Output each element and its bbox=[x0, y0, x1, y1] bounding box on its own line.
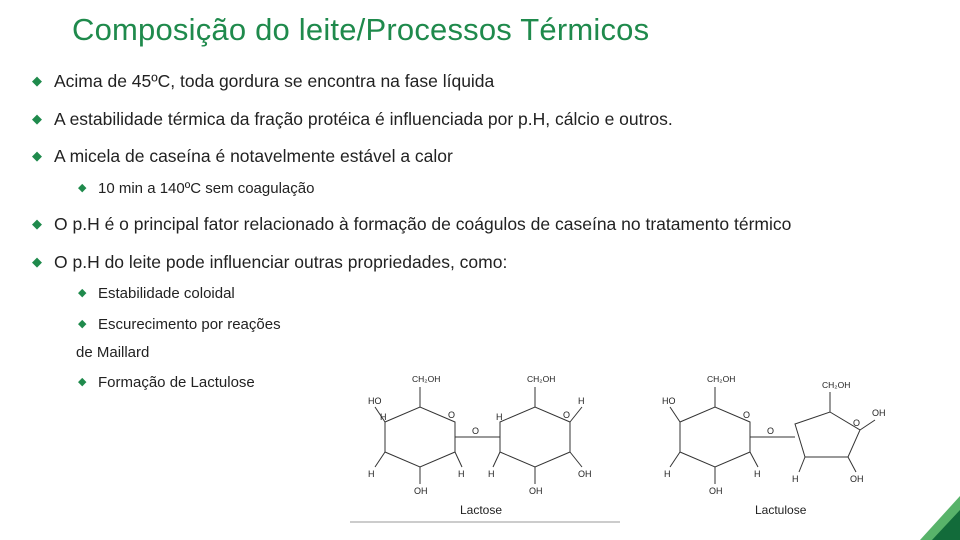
svg-text:O: O bbox=[472, 426, 479, 436]
svg-text:CH₂OH: CH₂OH bbox=[822, 380, 850, 390]
svg-text:H: H bbox=[754, 469, 761, 479]
bullet-text: A micela de caseína é notavelmente estáv… bbox=[54, 146, 453, 166]
svg-text:H: H bbox=[380, 412, 387, 422]
chem-svg: CH₂OH CH₂OH HO H OH H O H OH H OH O O H … bbox=[350, 352, 940, 532]
sub-text: Escurecimento por reações bbox=[98, 316, 281, 333]
lactulose-label: Lactulose bbox=[755, 503, 807, 517]
sub-text: Formação de Lactulose bbox=[98, 374, 255, 391]
svg-text:OH: OH bbox=[578, 469, 592, 479]
sub-list: 10 min a 140ºC sem coagulação bbox=[54, 179, 936, 199]
slide-title: Composição do leite/Processos Térmicos bbox=[24, 12, 936, 48]
svg-text:HO: HO bbox=[368, 396, 382, 406]
sub-text: de Maillard bbox=[76, 344, 149, 361]
sub-item: 10 min a 140ºC sem coagulação bbox=[76, 179, 936, 199]
bullet-text: A estabilidade térmica da fração protéic… bbox=[54, 109, 673, 129]
svg-text:CH₂OH: CH₂OH bbox=[527, 374, 555, 384]
svg-text:H: H bbox=[664, 469, 671, 479]
corner-triangle-decor bbox=[920, 496, 960, 540]
bullet-list: Acima de 45ºC, toda gordura se encontra … bbox=[24, 70, 936, 393]
chemical-structures: CH₂OH CH₂OH HO H OH H O H OH H OH O O H … bbox=[350, 352, 940, 532]
svg-text:OH: OH bbox=[709, 486, 723, 496]
bullet-item: Acima de 45ºC, toda gordura se encontra … bbox=[28, 70, 936, 94]
bullet-item: O p.H é o principal fator relacionado à … bbox=[28, 213, 936, 237]
svg-text:OH: OH bbox=[529, 486, 543, 496]
svg-text:O: O bbox=[767, 426, 774, 436]
bullet-text: O p.H é o principal fator relacionado à … bbox=[54, 214, 791, 234]
bullet-text: Acima de 45ºC, toda gordura se encontra … bbox=[54, 71, 494, 91]
svg-text:O: O bbox=[448, 410, 455, 420]
sub-item: Escurecimento por reações bbox=[76, 315, 936, 335]
lactose-label: Lactose bbox=[460, 503, 502, 517]
sub-text: 10 min a 140ºC sem coagulação bbox=[98, 180, 314, 197]
bullet-item: A estabilidade térmica da fração protéic… bbox=[28, 108, 936, 132]
svg-text:H: H bbox=[488, 469, 495, 479]
sub-text: Estabilidade coloidal bbox=[98, 285, 235, 302]
svg-text:CH₂OH: CH₂OH bbox=[412, 374, 440, 384]
svg-text:H: H bbox=[792, 474, 799, 484]
bullet-item: A micela de caseína é notavelmente estáv… bbox=[28, 145, 936, 199]
svg-text:CH₂OH: CH₂OH bbox=[707, 374, 735, 384]
svg-text:OH: OH bbox=[414, 486, 428, 496]
svg-text:O: O bbox=[563, 410, 570, 420]
svg-text:OH: OH bbox=[850, 474, 864, 484]
svg-text:O: O bbox=[743, 410, 750, 420]
sub-item: Estabilidade coloidal bbox=[76, 284, 936, 304]
svg-text:OH: OH bbox=[872, 408, 886, 418]
slide: Composição do leite/Processos Térmicos A… bbox=[0, 0, 960, 540]
svg-text:O: O bbox=[853, 418, 860, 428]
svg-text:H: H bbox=[578, 396, 585, 406]
bullet-text: O p.H do leite pode influenciar outras p… bbox=[54, 252, 507, 272]
svg-text:H: H bbox=[368, 469, 375, 479]
svg-text:HO: HO bbox=[662, 396, 676, 406]
svg-text:H: H bbox=[496, 412, 503, 422]
svg-text:H: H bbox=[458, 469, 465, 479]
